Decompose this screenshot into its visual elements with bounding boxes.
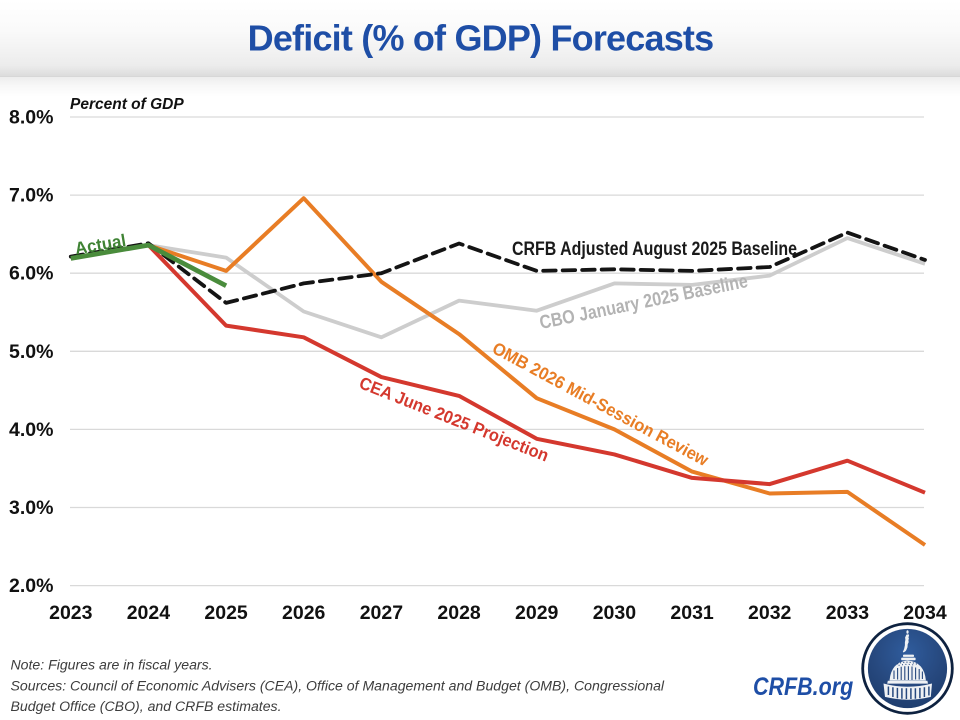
- svg-text:2027: 2027: [360, 602, 403, 624]
- svg-text:Percent of GDP: Percent of GDP: [70, 96, 184, 113]
- svg-text:2023: 2023: [49, 602, 93, 624]
- svg-text:8.0%: 8.0%: [9, 107, 53, 129]
- svg-text:5.0%: 5.0%: [9, 341, 53, 363]
- svg-text:2030: 2030: [593, 602, 637, 624]
- svg-text:2028: 2028: [437, 602, 481, 624]
- svg-text:2031: 2031: [670, 602, 714, 624]
- svg-text:CRFB.org: CRFB.org: [753, 672, 853, 700]
- svg-text:2034: 2034: [903, 602, 947, 624]
- svg-text:2032: 2032: [748, 602, 792, 624]
- svg-text:2.0%: 2.0%: [9, 575, 53, 597]
- svg-text:Note: Figures are in fiscal ye: Note: Figures are in fiscal years.: [11, 657, 213, 673]
- svg-text:2026: 2026: [282, 602, 326, 624]
- svg-text:CRFB Adjusted August 2025 Base: CRFB Adjusted August 2025 Baseline: [512, 239, 797, 260]
- svg-text:2033: 2033: [826, 602, 870, 624]
- svg-text:Budget Office (CBO), and CRFB: Budget Office (CBO), and CRFB estimates.: [11, 698, 282, 714]
- svg-text:3.0%: 3.0%: [9, 497, 53, 519]
- svg-text:CBO January 2025 Baseline: CBO January 2025 Baseline: [538, 271, 750, 334]
- svg-text:Deficit (% of GDP) Forecasts: Deficit (% of GDP) Forecasts: [248, 18, 714, 59]
- svg-text:4.0%: 4.0%: [9, 419, 53, 441]
- svg-text:2024: 2024: [127, 602, 171, 624]
- svg-text:Sources: Council of Economic A: Sources: Council of Economic Advisers (C…: [11, 678, 665, 694]
- svg-text:7.0%: 7.0%: [9, 185, 53, 207]
- svg-text:Actual: Actual: [73, 230, 127, 258]
- svg-text:2025: 2025: [204, 602, 248, 624]
- svg-text:6.0%: 6.0%: [9, 263, 53, 285]
- svg-text:2029: 2029: [515, 602, 559, 624]
